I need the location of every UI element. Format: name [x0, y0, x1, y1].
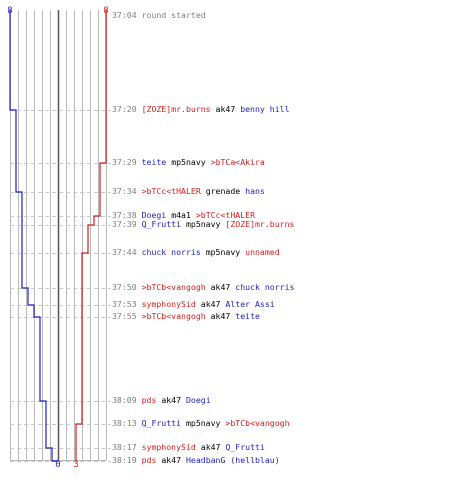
- killer-name: pds: [141, 455, 157, 465]
- killer-name: >bTCb<vangogh: [141, 311, 206, 321]
- killer-name: [ZOZE]mr.burns: [141, 104, 211, 114]
- red-start-count-label: 8: [103, 6, 108, 16]
- victim-name: hans: [245, 186, 265, 196]
- event-row: 37:04 round started: [112, 10, 206, 20]
- victim-name: benny hill: [240, 104, 290, 114]
- event-time: 38:13: [112, 418, 137, 428]
- event-time: 37:04: [112, 10, 137, 20]
- victim-name: chuck norris: [235, 282, 295, 292]
- event-row: 37:53 symphonySid ak47 Alter Assi: [112, 299, 275, 309]
- weapon-name: ak47: [200, 442, 221, 452]
- weapon-name: mp5navy: [205, 247, 241, 257]
- event-time: 37:44: [112, 247, 137, 257]
- event-time: 37:55: [112, 311, 137, 321]
- event-row: 37:44 chuck norris mp5navy unnamed: [112, 247, 280, 257]
- killer-name: >bTCc<tHALER: [141, 186, 201, 196]
- event-row: 38:19 pds ak47 HeadbanG (hellblau): [112, 455, 280, 465]
- victim-name: Q_Frutti: [225, 442, 265, 452]
- weapon-name: ak47: [161, 395, 182, 405]
- red-team-alive-line: [75, 10, 107, 461]
- weapon-name: mp5navy: [171, 157, 206, 167]
- weapon-name: ak47: [215, 104, 236, 114]
- killer-name: Doegi: [141, 210, 167, 220]
- victim-name: teite: [235, 311, 260, 321]
- event-row: 37:20 [ZOZE]mr.burns ak47 benny hill: [112, 104, 290, 114]
- event-time: 37:50: [112, 282, 137, 292]
- event-row: 37:39 Q_Frutti mp5navy [ZOZE]mr.burns: [112, 219, 294, 229]
- victim-name: unnamed: [245, 247, 280, 257]
- killer-name: Q_Frutti: [141, 418, 182, 428]
- event-row: 37:38 Doegi m4a1 >bTCc<tHALER: [112, 210, 255, 220]
- event-time: 37:38: [112, 210, 137, 220]
- killer-name: teite: [141, 157, 167, 167]
- event-time: 37:39: [112, 219, 137, 229]
- killer-name: symphonySid: [141, 299, 196, 309]
- blue-team-alive-line: [9, 10, 59, 462]
- weapon-name: ak47: [161, 455, 182, 465]
- killer-name: symphonySid: [141, 442, 196, 452]
- weapon-name: ak47: [210, 282, 231, 292]
- victim-name: >bTCc<tHALER: [195, 210, 255, 220]
- weapon-name: ak47: [210, 311, 231, 321]
- killer-name: >bTCb<vangogh: [141, 282, 206, 292]
- weapon-name: ak47: [200, 299, 221, 309]
- red-end-count-label: 3: [73, 460, 78, 470]
- event-row: 38:17 symphonySid ak47 Q_Frutti: [112, 442, 265, 452]
- event-time: 38:19: [112, 455, 137, 465]
- event-row: 38:09 pds ak47 Doegi: [112, 395, 211, 405]
- killer-name: Q_Frutti: [141, 219, 182, 229]
- event-time: 38:17: [112, 442, 137, 452]
- event-time: 38:09: [112, 395, 137, 405]
- event-message: round started: [141, 10, 206, 20]
- victim-name: [ZOZE]mr.burns: [225, 219, 295, 229]
- killer-name: pds: [141, 395, 157, 405]
- victim-name: HeadbanG (hellblau): [185, 455, 280, 465]
- victim-name: Alter Assi: [225, 299, 275, 309]
- event-row: 37:29 teite mp5navy >bTCa<Akira: [112, 157, 265, 167]
- event-time: 37:20: [112, 104, 137, 114]
- event-row: 37:50 >bTCb<vangogh ak47 chuck norris: [112, 282, 294, 292]
- event-row: 37:55 >bTCb<vangogh ak47 teite: [112, 311, 260, 321]
- weapon-name: mp5navy: [185, 418, 221, 428]
- event-time: 37:34: [112, 186, 137, 196]
- event-time: 37:53: [112, 299, 137, 309]
- weapon-name: grenade: [205, 186, 241, 196]
- event-row: 38:13 Q_Frutti mp5navy >bTCb<vangogh: [112, 418, 290, 428]
- blue-end-count-label: 0: [55, 460, 60, 470]
- victim-name: Doegi: [185, 395, 211, 405]
- weapon-name: mp5navy: [185, 219, 221, 229]
- victim-name: >bTCa<Akira: [210, 157, 265, 167]
- killer-name: chuck norris: [141, 247, 201, 257]
- event-row: 37:34 >bTCc<tHALER grenade hans: [112, 186, 265, 196]
- blue-start-count-label: 8: [7, 6, 12, 16]
- event-time: 37:29: [112, 157, 137, 167]
- weapon-name: m4a1: [171, 210, 191, 220]
- victim-name: >bTCb<vangogh: [225, 418, 290, 428]
